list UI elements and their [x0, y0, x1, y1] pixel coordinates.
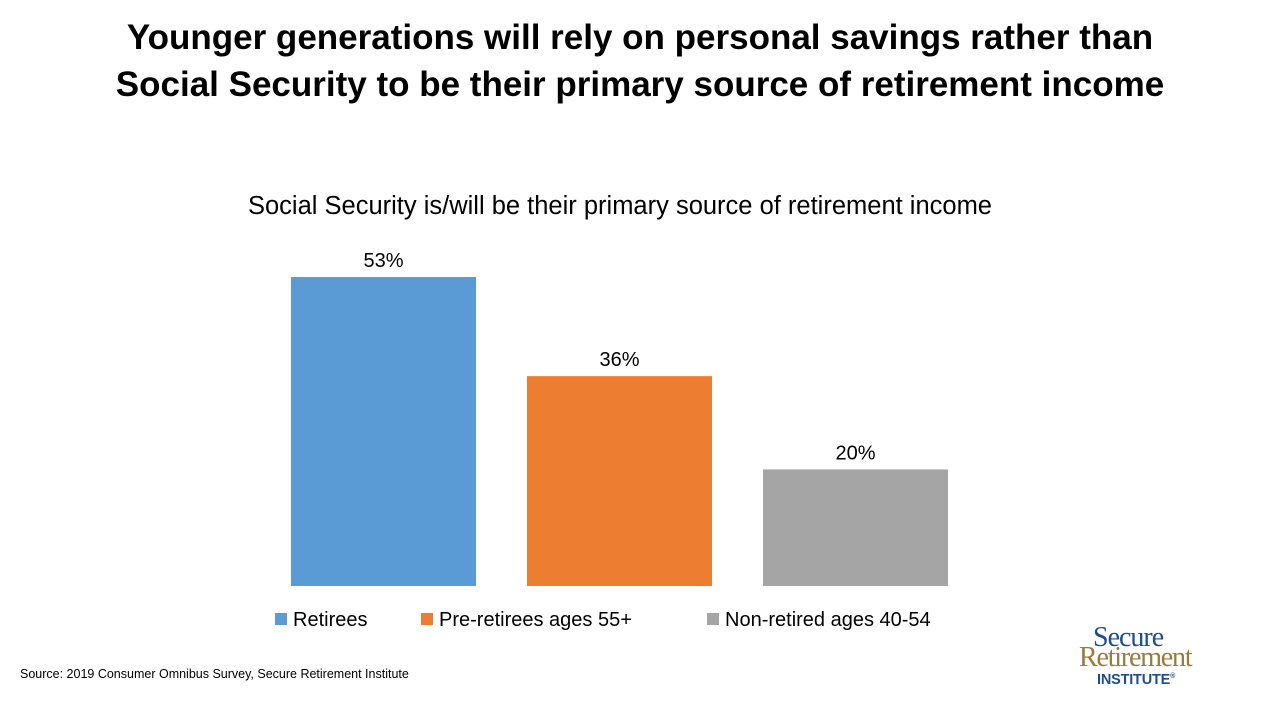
legend-swatch-3 [707, 613, 719, 625]
bar-1 [291, 277, 476, 586]
bar-2 [527, 376, 712, 586]
data-label-1: 53% [363, 250, 403, 272]
logo-text-retirement: Retirement [1079, 642, 1193, 673]
bar-3 [763, 469, 948, 586]
bars-group: 53% 36% 20% [291, 250, 948, 586]
logo-text-secure: Secure [1093, 622, 1164, 653]
secure-retirement-institute-logo: Secure Retirement INSTITUTE® [1076, 624, 1232, 690]
legend-label-2: Pre-retirees ages 55+ [439, 609, 632, 631]
chart-title: Social Security is/will be their primary… [248, 192, 992, 220]
data-label-2: 36% [599, 349, 639, 371]
slide-title: Younger generations will rely on persona… [40, 14, 1240, 108]
legend-swatch-1 [275, 613, 287, 625]
data-label-3: 20% [835, 442, 875, 464]
slide-title-line-1: Younger generations will rely on persona… [126, 18, 1154, 57]
source-note: Source: 2019 Consumer Omnibus Survey, Se… [20, 667, 409, 681]
legend: Retirees Pre-retirees ages 55+ Non-retired… [275, 609, 931, 631]
legend-label-3: Non-retired ages 40-54 [725, 609, 931, 631]
slide-title-line-2: Social Security to be their primary sour… [115, 65, 1165, 104]
logo-text-institute: INSTITUTE® [1097, 671, 1176, 688]
legend-swatch-2 [421, 613, 433, 625]
legend-label-1: Retirees [293, 609, 367, 631]
